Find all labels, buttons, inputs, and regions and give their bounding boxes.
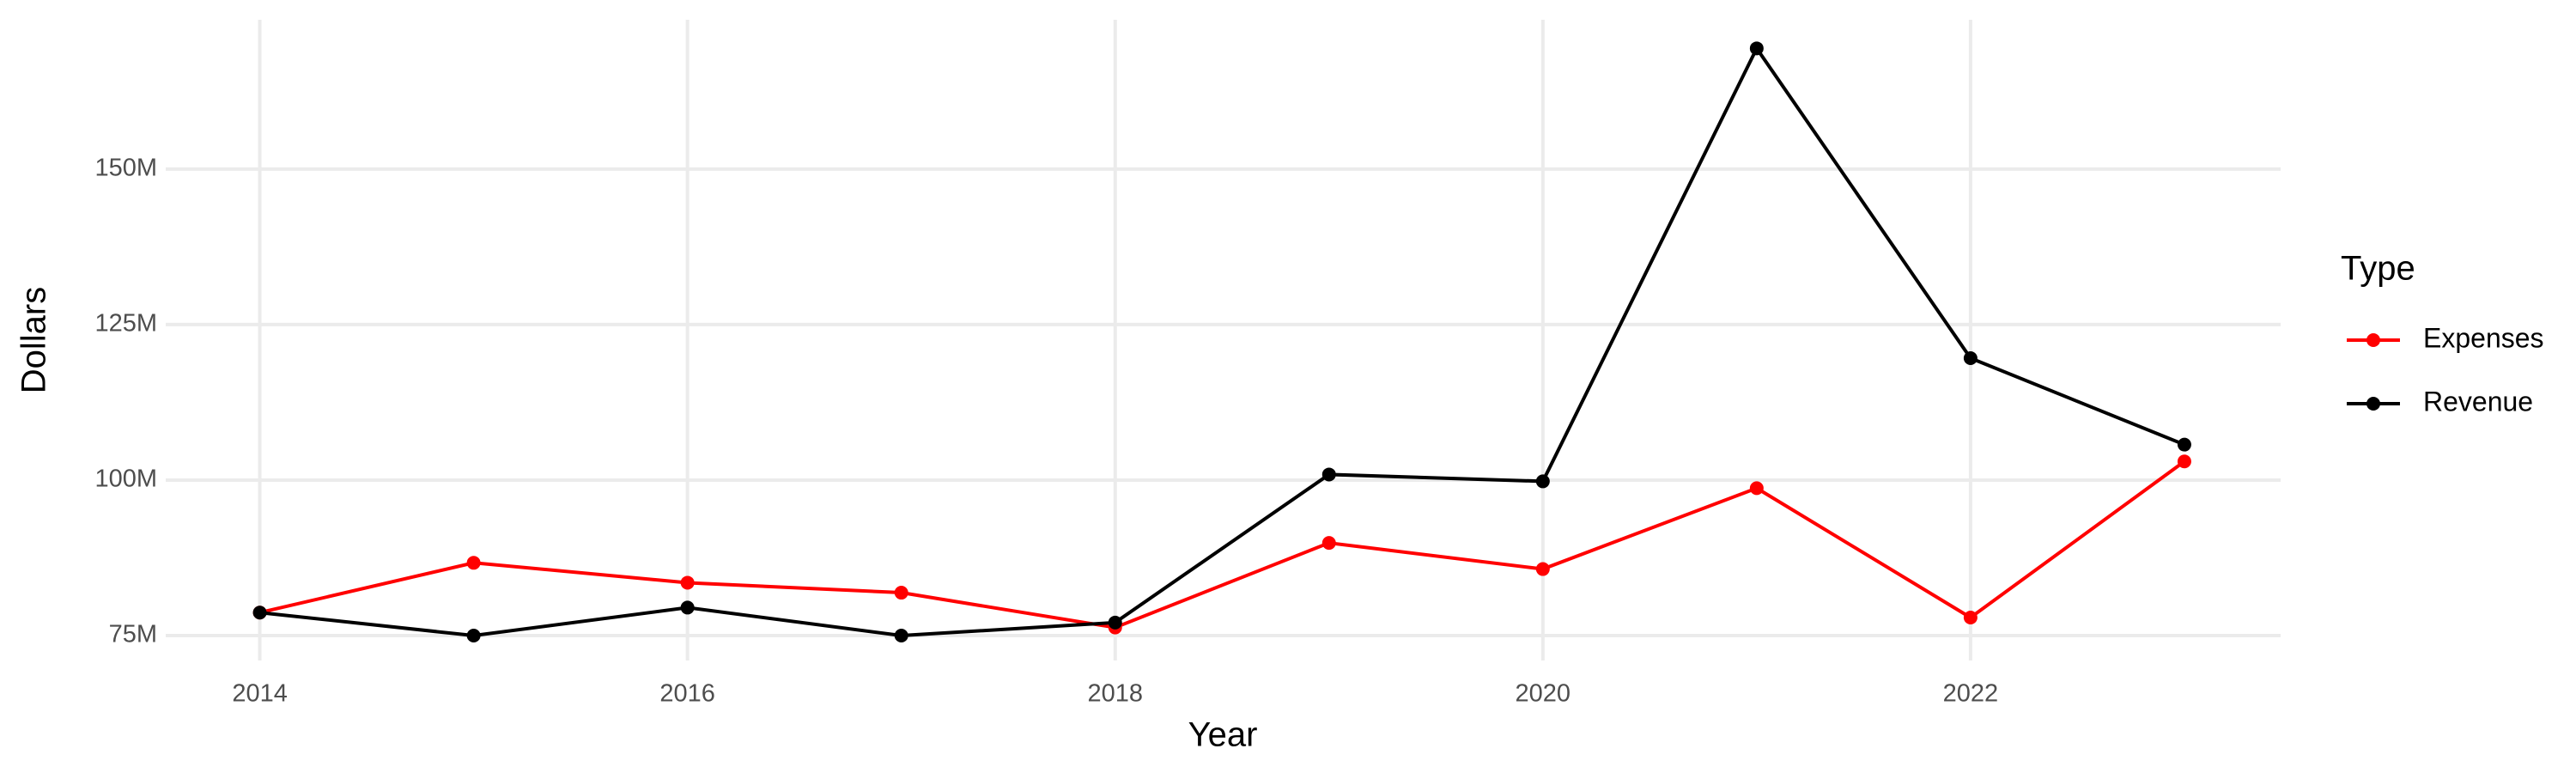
data-point (1108, 615, 1122, 630)
data-point (1749, 481, 1764, 496)
series-line (259, 460, 2186, 630)
data-point (466, 556, 481, 570)
x-tick-label: 2014 (232, 680, 288, 708)
x-axis-title: Year (1188, 716, 1258, 754)
data-point (1535, 562, 1550, 576)
x-tick-label: 2016 (659, 680, 715, 708)
y-tick-label: 150M (94, 154, 157, 181)
data-point (1963, 351, 1978, 366)
data-point (680, 575, 695, 590)
data-point (894, 629, 908, 643)
legend-key-point (2366, 333, 2380, 347)
data-point (1535, 474, 1550, 489)
y-tick-label: 75M (109, 621, 157, 648)
legend-key-point (2366, 397, 2380, 411)
data-point (2177, 437, 2191, 452)
x-tick-label: 2022 (1943, 680, 1999, 708)
data-point (466, 629, 481, 643)
data-point (894, 586, 908, 600)
data-point (252, 606, 267, 620)
data-point (2177, 454, 2191, 469)
y-tick-label: 125M (94, 310, 157, 338)
data-point (1321, 536, 1336, 551)
x-tick-label: 2020 (1516, 680, 1571, 708)
y-axis-title: Dollars (15, 287, 53, 393)
data-point (1963, 611, 1978, 625)
data-point (680, 600, 695, 615)
series-line (259, 45, 2185, 638)
y-tick-label: 100M (94, 466, 157, 493)
data-point (1749, 41, 1764, 56)
legend-label: Expenses (2423, 322, 2544, 353)
x-tick-label: 2018 (1087, 680, 1143, 708)
legend-label: Revenue (2423, 386, 2533, 417)
data-point (1321, 467, 1336, 482)
legend-title: Type (2341, 250, 2415, 288)
